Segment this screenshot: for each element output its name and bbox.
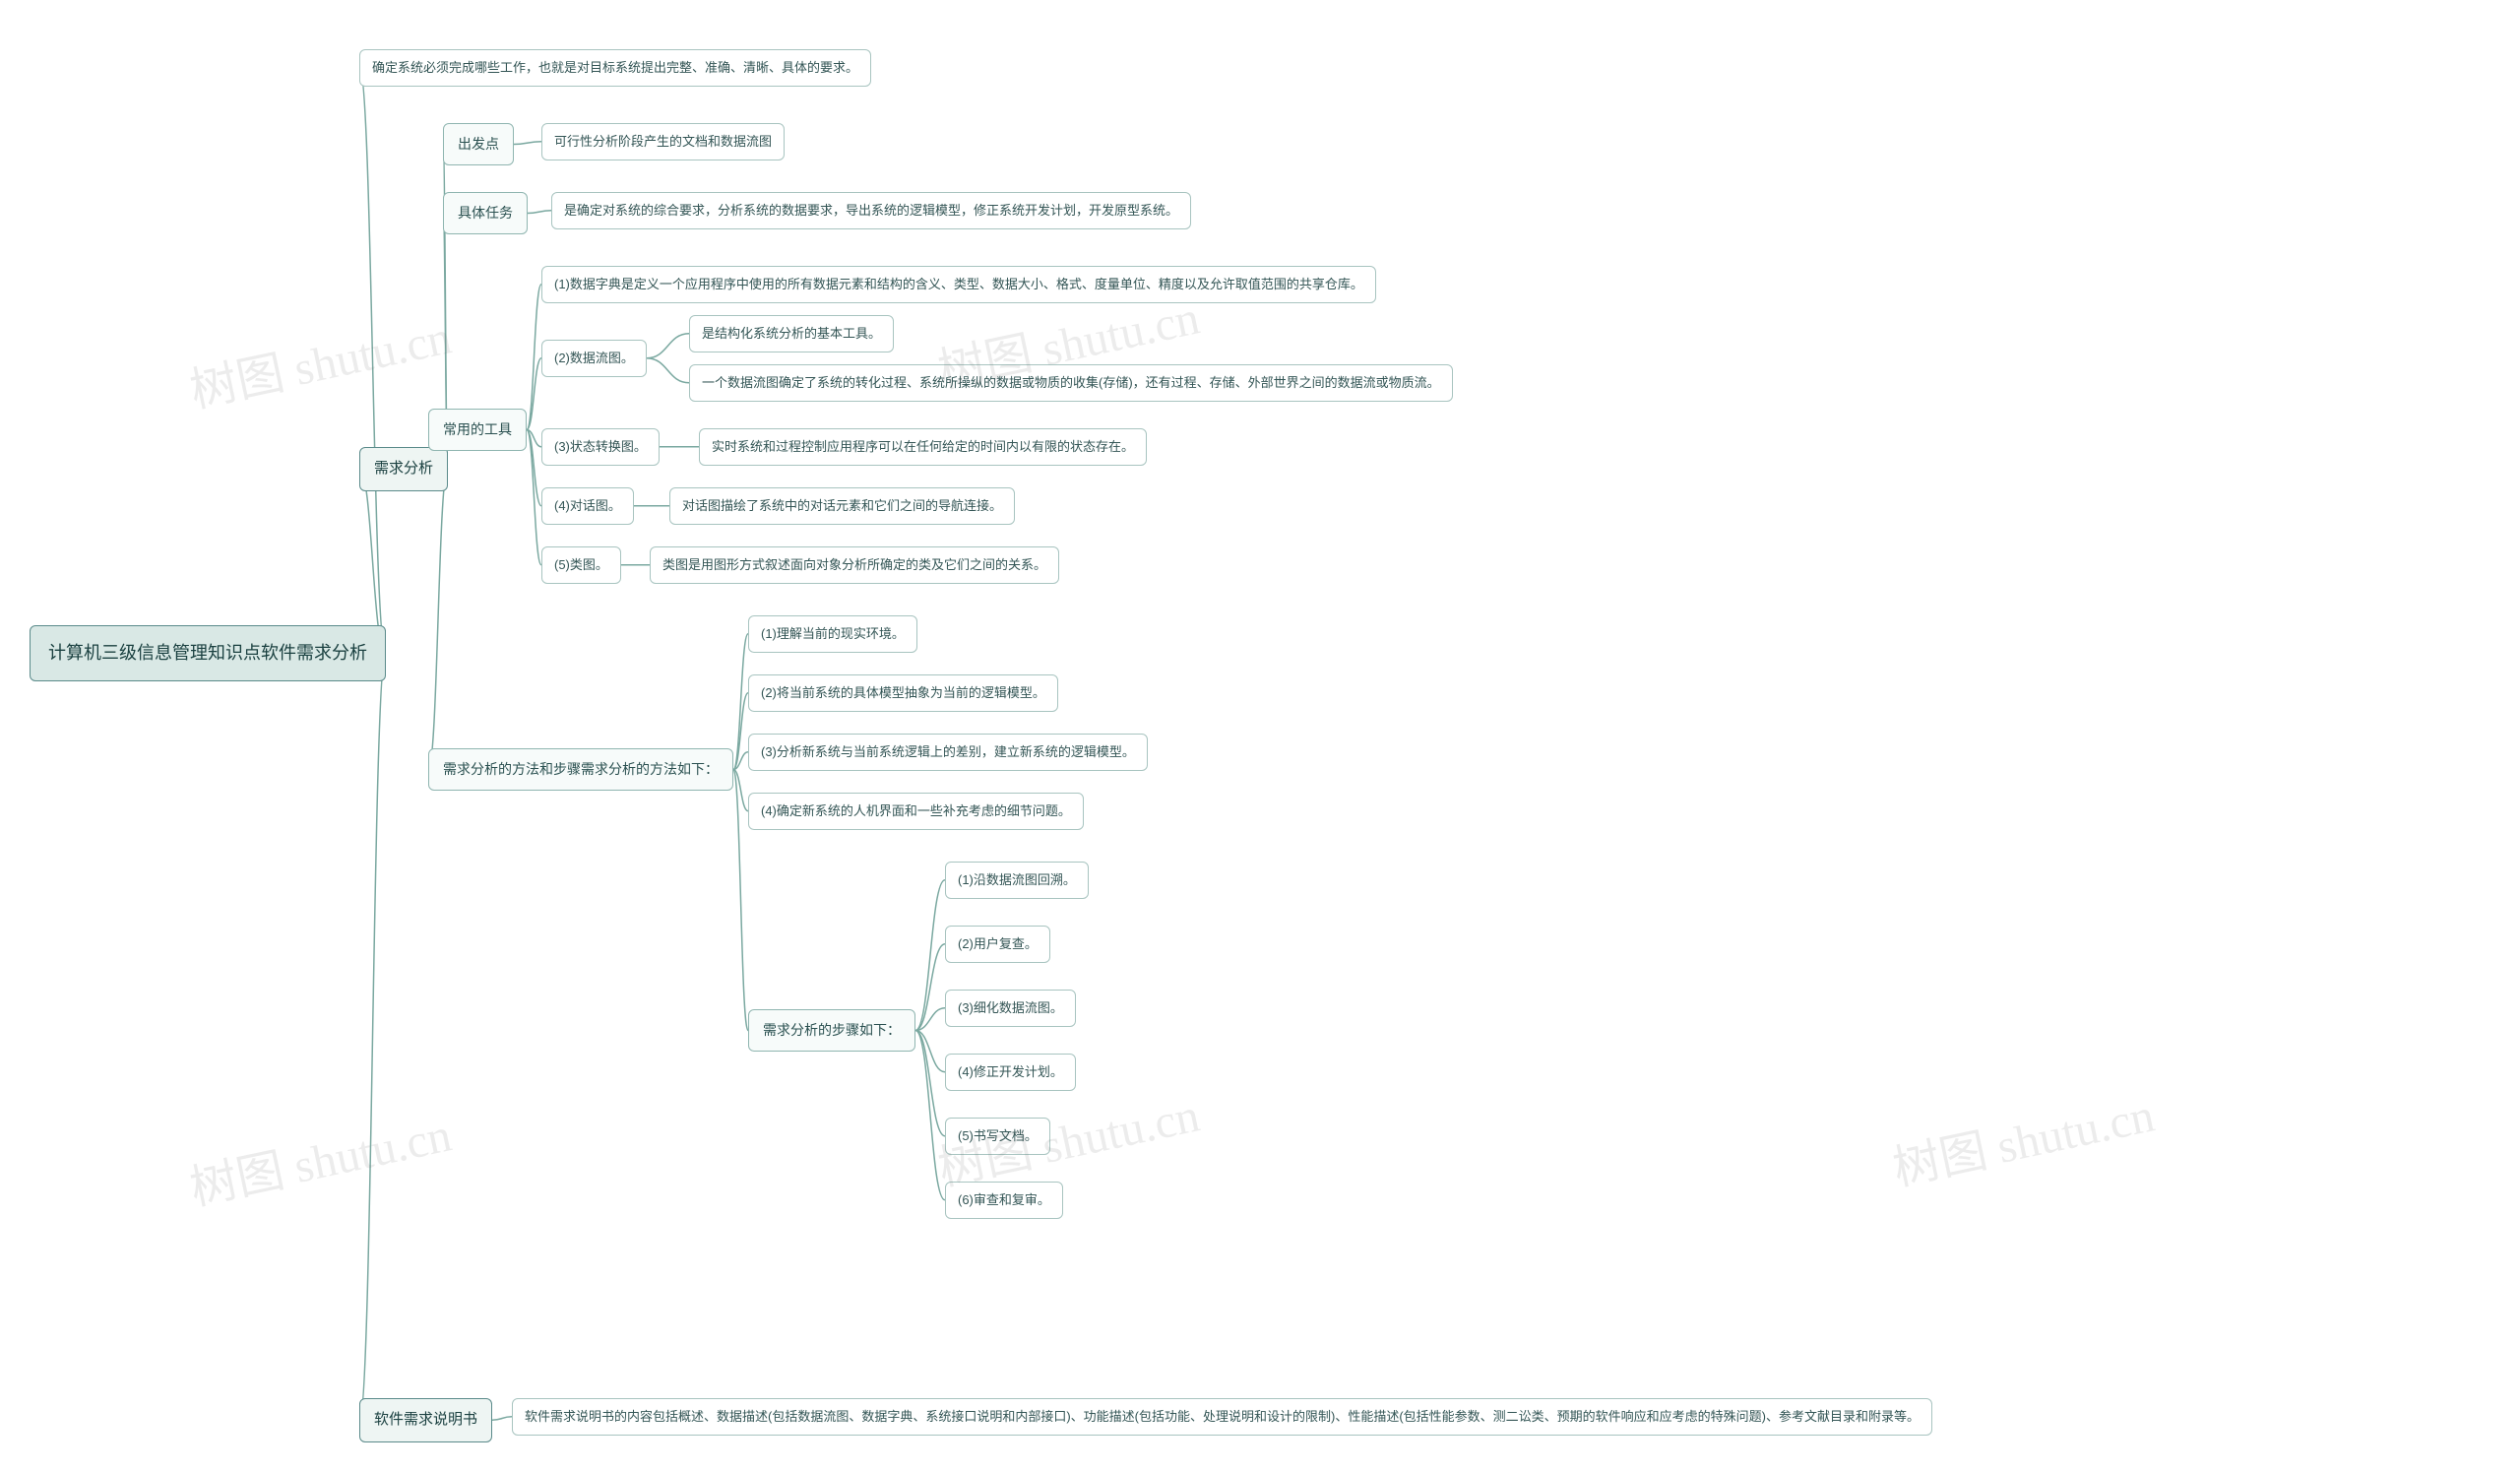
watermark: 树图 shutu.cn <box>1886 1076 2160 1198</box>
node-m4[interactable]: (4)确定新系统的人机界面和一些补充考虑的细节问题。 <box>748 793 1084 830</box>
node-task_c[interactable]: 是确定对系统的综合要求，分析系统的数据要求，导出系统的逻辑模型，修正系统开发计划… <box>551 192 1191 229</box>
node-steps[interactable]: 需求分析的步骤如下： <box>748 1009 915 1052</box>
node-root[interactable]: 计算机三级信息管理知识点软件需求分析 <box>30 625 386 681</box>
node-t4a[interactable]: 对话图描绘了系统中的对话元素和它们之间的导航连接。 <box>669 487 1015 525</box>
node-t5[interactable]: (5)类图。 <box>541 546 621 584</box>
watermark: 树图 shutu.cn <box>183 298 457 420</box>
node-ra[interactable]: 需求分析 <box>359 447 448 491</box>
node-t3[interactable]: (3)状态转换图。 <box>541 428 660 466</box>
node-s4[interactable]: (4)修正开发计划。 <box>945 1054 1076 1091</box>
node-srs[interactable]: 软件需求说明书 <box>359 1398 492 1442</box>
node-task[interactable]: 具体任务 <box>443 192 528 234</box>
node-t2[interactable]: (2)数据流图。 <box>541 340 647 377</box>
node-t1[interactable]: (1)数据字典是定义一个应用程序中使用的所有数据元素和结构的含义、类型、数据大小… <box>541 266 1376 303</box>
node-t3a[interactable]: 实时系统和过程控制应用程序可以在任何给定的时间内以有限的状态存在。 <box>699 428 1147 466</box>
node-method[interactable]: 需求分析的方法和步骤需求分析的方法如下： <box>428 748 733 791</box>
node-srs_c[interactable]: 软件需求说明书的内容包括概述、数据描述(包括数据流图、数据字典、系统接口说明和内… <box>512 1398 1932 1436</box>
node-start_c[interactable]: 可行性分析阶段产生的文档和数据流图 <box>541 123 785 160</box>
node-t4[interactable]: (4)对话图。 <box>541 487 634 525</box>
node-t2b[interactable]: 一个数据流图确定了系统的转化过程、系统所操纵的数据或物质的收集(存储)，还有过程… <box>689 364 1453 402</box>
node-s5[interactable]: (5)书写文档。 <box>945 1118 1050 1155</box>
node-tools[interactable]: 常用的工具 <box>428 409 527 451</box>
node-s1[interactable]: (1)沿数据流图回溯。 <box>945 862 1089 899</box>
edges-layer <box>20 20 2500 1452</box>
node-t2a[interactable]: 是结构化系统分析的基本工具。 <box>689 315 894 352</box>
mindmap-canvas: 计算机三级信息管理知识点软件需求分析 需求分析软件需求说明书 确定系统必须完成哪些工… <box>20 20 2500 1452</box>
node-start[interactable]: 出发点 <box>443 123 514 165</box>
node-s2[interactable]: (2)用户复查。 <box>945 926 1050 963</box>
node-s3[interactable]: (3)细化数据流图。 <box>945 990 1076 1027</box>
node-ra_desc[interactable]: 确定系统必须完成哪些工作，也就是对目标系统提出完整、准确、清晰、具体的要求。 <box>359 49 871 87</box>
node-t5a[interactable]: 类图是用图形方式叙述面向对象分析所确定的类及它们之间的关系。 <box>650 546 1059 584</box>
node-m3[interactable]: (3)分析新系统与当前系统逻辑上的差别，建立新系统的逻辑模型。 <box>748 734 1148 771</box>
node-m2[interactable]: (2)将当前系统的具体模型抽象为当前的逻辑模型。 <box>748 674 1058 712</box>
watermark: 树图 shutu.cn <box>183 1096 457 1218</box>
node-m1[interactable]: (1)理解当前的现实环境。 <box>748 615 917 653</box>
node-s6[interactable]: (6)审查和复审。 <box>945 1182 1063 1219</box>
